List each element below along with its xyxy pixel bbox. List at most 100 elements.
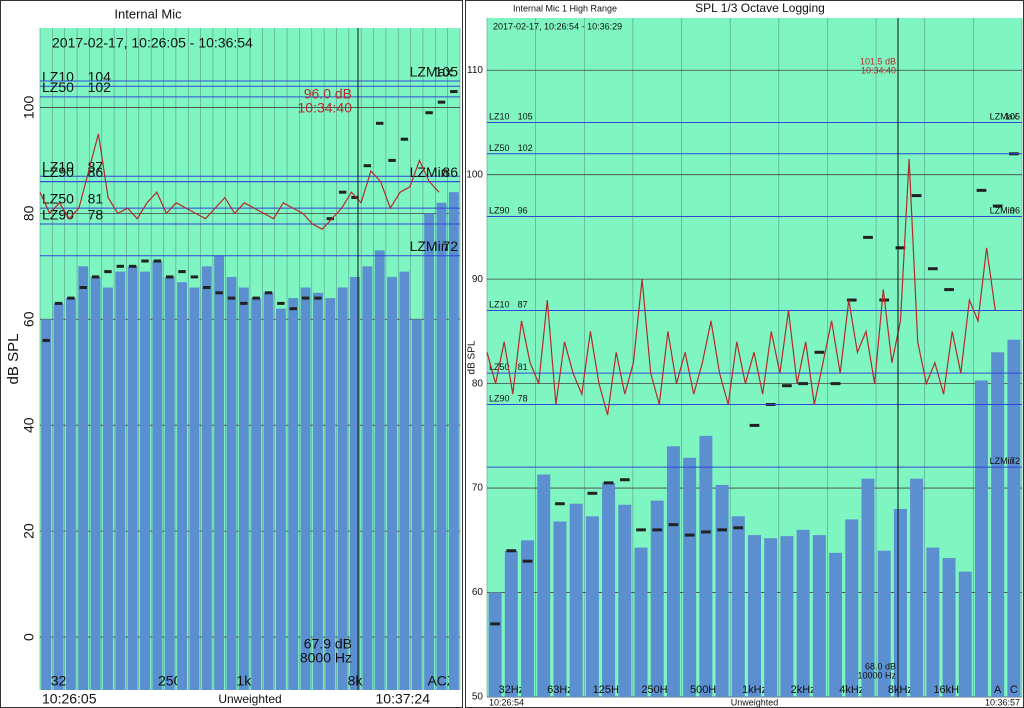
- peak-marker: [289, 307, 297, 311]
- x-tick-label: 8k: [348, 673, 364, 689]
- bar: [263, 292, 274, 690]
- bar: [666, 446, 680, 697]
- peak-marker: [54, 301, 63, 305]
- x-tick-label: 1k: [236, 673, 252, 689]
- level-trace: [486, 158, 996, 416]
- cursor-readout: 10:34:40: [861, 65, 896, 75]
- bar: [893, 508, 907, 697]
- y-tick-label: 80: [472, 378, 484, 389]
- bar: [325, 298, 336, 690]
- bar: [504, 550, 518, 697]
- bar: [387, 276, 397, 690]
- y-axis-label: dB SPL: [467, 340, 478, 374]
- bar: [140, 271, 150, 690]
- bar: [201, 266, 212, 690]
- peak-marker: [636, 528, 646, 532]
- peak-marker: [522, 559, 533, 563]
- reference-value: 87: [518, 299, 528, 309]
- bar: [41, 319, 52, 690]
- bar: [214, 255, 225, 690]
- peak-marker: [264, 291, 273, 295]
- x-tick-label: 8kHz: [888, 684, 913, 696]
- bar: [618, 504, 632, 697]
- bar: [448, 192, 459, 690]
- cursor-readout: 101.5 dB: [860, 56, 896, 66]
- bar: [602, 482, 616, 697]
- bar: [313, 292, 323, 690]
- x-tick-label: 125Hz: [593, 684, 625, 696]
- level-trace: [39, 133, 440, 230]
- peak-marker: [701, 530, 711, 534]
- bar: [164, 276, 175, 690]
- bar: [288, 298, 299, 690]
- bar: [585, 516, 599, 697]
- bar: [53, 303, 64, 690]
- peak-marker: [652, 528, 663, 532]
- chart-title: Internal Mic: [114, 6, 182, 21]
- peak-marker: [555, 502, 565, 506]
- bar: [1007, 339, 1021, 697]
- bar: [177, 282, 187, 690]
- bar: [411, 319, 422, 690]
- x-tick-label: 32: [51, 673, 67, 689]
- x-tick-label: A: [994, 684, 1002, 696]
- bar: [251, 298, 262, 690]
- bar: [683, 457, 697, 697]
- peak-marker: [587, 491, 598, 495]
- peak-marker: [79, 286, 87, 290]
- y-tick-label: 0: [21, 633, 37, 641]
- reference-name: LZ90: [42, 164, 74, 180]
- weighting: Unweighted: [218, 692, 281, 706]
- bar: [115, 271, 126, 690]
- cursor-readout: 96.0 dB: [304, 86, 352, 102]
- peak-marker: [895, 246, 906, 250]
- bar: [845, 519, 859, 697]
- bar: [362, 266, 373, 690]
- peak-marker: [227, 296, 236, 300]
- peak-marker: [450, 90, 458, 94]
- peak-marker: [437, 100, 446, 104]
- peak-marker: [717, 528, 727, 532]
- date-range: 2017-02-17, 10:26:05 - 10:36:54: [52, 35, 253, 51]
- reference-name: LZ90: [489, 393, 510, 403]
- peak-marker: [846, 298, 857, 302]
- reference-value: 105: [1005, 111, 1020, 121]
- bar: [337, 287, 348, 690]
- reference-name: LZ10: [42, 159, 74, 175]
- bar: [877, 550, 891, 697]
- peak-marker: [178, 270, 186, 274]
- bar: [424, 213, 435, 691]
- peak-marker: [798, 382, 808, 386]
- bar: [553, 521, 567, 697]
- peak-marker: [684, 533, 695, 537]
- peak-marker: [252, 296, 260, 300]
- y-tick-label: 100: [21, 96, 37, 120]
- bar: [650, 500, 664, 697]
- cursor-readout: 10:34:40: [298, 100, 353, 116]
- peak-marker: [104, 270, 112, 274]
- peak-marker: [749, 423, 760, 427]
- reference-value: 96: [518, 205, 528, 215]
- bar: [226, 276, 237, 690]
- y-tick-label: 80: [21, 205, 37, 221]
- peak-marker: [215, 291, 223, 295]
- bar: [796, 529, 810, 697]
- reference-value: 102: [88, 79, 112, 95]
- reference-value: 86: [88, 164, 104, 180]
- bar-readout: 67.9 dB: [304, 636, 352, 652]
- peak-marker: [277, 301, 285, 305]
- peak-marker: [830, 382, 841, 386]
- bar: [127, 266, 138, 690]
- y-tick-label: 40: [21, 417, 37, 433]
- bar: [90, 276, 101, 690]
- peak-marker: [400, 137, 409, 141]
- reference-value: 72: [442, 238, 458, 254]
- bar: [715, 484, 729, 697]
- bar: [861, 478, 875, 697]
- y-tick-label: 100: [466, 169, 483, 180]
- bar-readout: 8000 Hz: [300, 650, 352, 666]
- bar: [942, 558, 956, 697]
- peak-marker: [733, 526, 744, 530]
- y-tick-label: 70: [472, 483, 484, 494]
- bar: [152, 261, 163, 690]
